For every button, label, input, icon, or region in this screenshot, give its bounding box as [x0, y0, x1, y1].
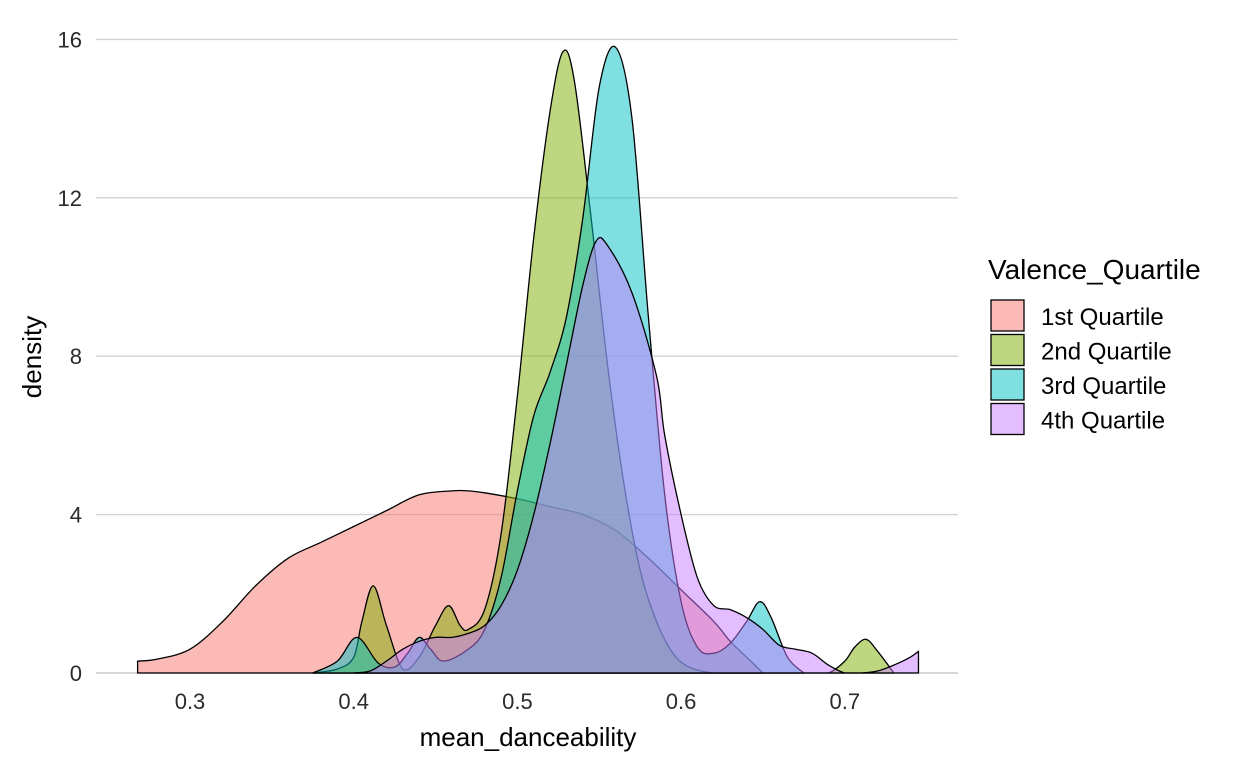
density-areas	[136, 45, 920, 674]
legend-swatch	[990, 402, 1025, 436]
density-area-series-4	[353, 236, 920, 674]
legend-label: 3rd Quartile	[1041, 373, 1166, 400]
y-tick-label: 12	[58, 186, 82, 211]
legend-item: 1st Quartile	[990, 299, 1164, 332]
legend-label: 2nd Quartile	[1041, 339, 1172, 366]
legend-label: 4th Quartile	[1041, 408, 1165, 435]
y-tick-label: 4	[70, 503, 82, 528]
x-tick-label: 0.3	[175, 689, 206, 714]
legend: Valence_Quartile 1st Quartile 2nd Quartil…	[988, 254, 1201, 436]
legend-label: 1st Quartile	[1041, 304, 1164, 331]
x-tick-labels: 0.3 0.4 0.5 0.6 0.7	[175, 689, 860, 714]
legend-swatch	[990, 333, 1025, 367]
legend-items: 1st Quartile 2nd Quartile 3rd Quartile 4th …	[990, 299, 1172, 436]
legend-title: Valence_Quartile	[988, 254, 1201, 285]
x-tick-label: 0.7	[830, 689, 861, 714]
legend-swatch	[990, 368, 1025, 401]
x-tick-label: 0.5	[502, 689, 533, 714]
legend-item: 4th Quartile	[990, 402, 1165, 436]
y-tick-label: 16	[58, 27, 82, 52]
legend-item: 2nd Quartile	[990, 333, 1172, 367]
x-tick-label: 0.4	[338, 689, 369, 714]
x-axis-title: mean_danceability	[420, 722, 637, 752]
y-tick-label: 8	[70, 344, 82, 369]
y-tick-labels: 0 4 8 12 16	[58, 27, 82, 686]
y-tick-label: 0	[70, 661, 82, 686]
y-axis-title: density	[17, 316, 47, 398]
legend-swatch	[990, 299, 1025, 332]
legend-item: 3rd Quartile	[990, 368, 1166, 401]
x-tick-label: 0.6	[666, 689, 697, 714]
